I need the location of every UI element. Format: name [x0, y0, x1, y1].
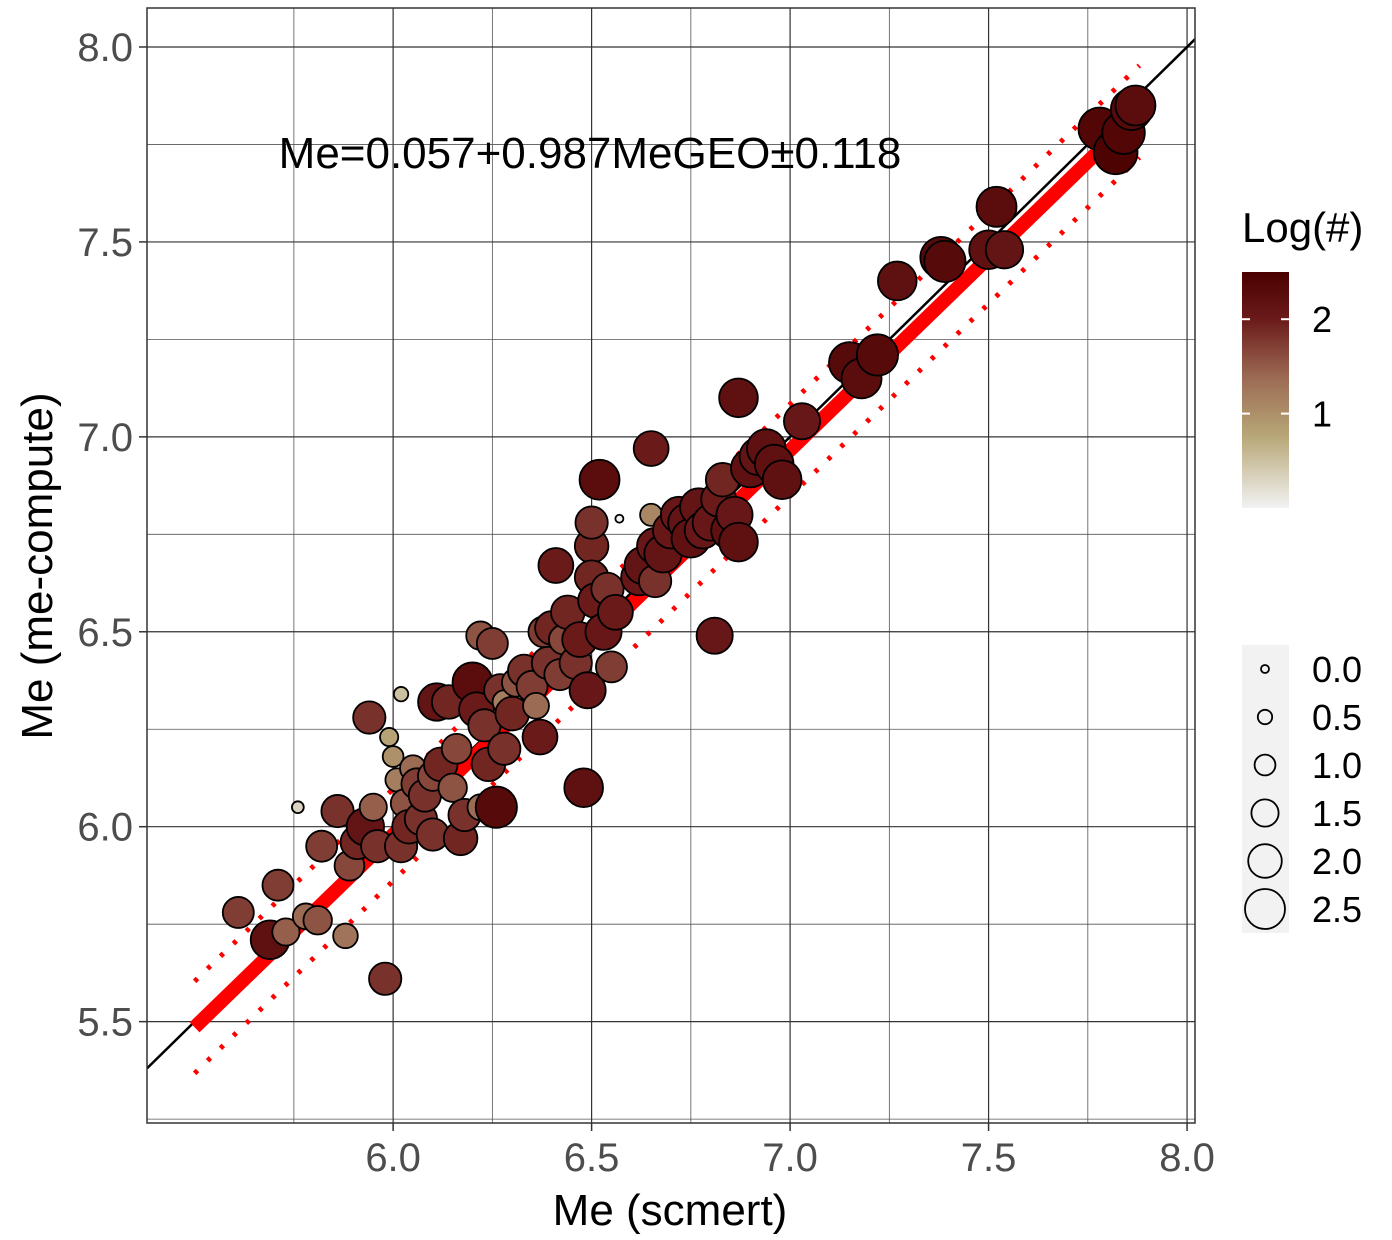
data-point: [984, 230, 1025, 270]
data-point: [358, 792, 388, 822]
data-point: [783, 402, 821, 441]
y-tick-label: 8.0: [77, 26, 133, 70]
size-legend-keys: 0.0 0.5 1.0 1.5 2.0 2.5: [1244, 649, 1362, 930]
data-point: [568, 671, 607, 710]
data-point: [379, 727, 400, 748]
data-point: [761, 459, 803, 500]
y-tick-label: 6.0: [77, 806, 133, 850]
y-axis-title: Me (me-compute): [13, 392, 62, 739]
data-point: [521, 718, 559, 756]
data-point: [487, 731, 522, 766]
data-point: [718, 521, 759, 563]
plot-border: [146, 7, 1196, 1124]
y-tick-label: 7.5: [77, 221, 133, 265]
x-tick-label: 7.0: [762, 1136, 818, 1180]
data-point: [440, 732, 473, 765]
data-point: [368, 961, 403, 996]
y-tick-label: 5.5: [77, 1001, 133, 1045]
data-point: [352, 700, 387, 735]
data-point: [695, 616, 734, 655]
data-point: [392, 686, 410, 703]
data-point: [923, 239, 967, 283]
size-legend-key-background: [1242, 645, 1289, 933]
data-point: [975, 185, 1018, 228]
data-point: [718, 377, 759, 419]
regression-annotation: Me=0.057+0.987MeGEO±0.118: [279, 129, 902, 178]
data-point: [302, 905, 333, 936]
y-tick-label: 7.0: [77, 416, 133, 460]
size-legend-key: [1247, 843, 1283, 879]
data-point: [595, 650, 628, 684]
size-legend: 0.0 0.5 1.0 1.5 2.0 2.5: [1242, 645, 1362, 933]
size-legend-label: 2.0: [1312, 841, 1362, 882]
data-point: [332, 922, 359, 950]
data-points: [221, 84, 1157, 996]
data-point: [537, 547, 575, 584]
size-legend-key: [1260, 664, 1270, 674]
data-point: [877, 260, 918, 302]
data-point: [474, 785, 518, 829]
x-tick-label: 7.5: [961, 1136, 1017, 1180]
size-legend-label: 0.5: [1312, 697, 1362, 738]
grid-lines: [147, 8, 1195, 1123]
data-point: [381, 745, 405, 768]
colorbar-label: 2: [1312, 299, 1332, 340]
x-tick-label: 6.0: [365, 1136, 421, 1180]
data-point: [261, 868, 295, 902]
data-point: [271, 917, 301, 947]
x-tick-label: 6.5: [564, 1136, 620, 1180]
data-point: [578, 458, 621, 501]
data-point: [522, 691, 550, 720]
y-tick-label: 6.5: [77, 611, 133, 655]
y-axis-ticks: 5.5 6.0 6.5 7.0 7.5 8.0: [77, 26, 147, 1045]
lower-interval-line: [192, 155, 1142, 1076]
size-legend-label: 0.0: [1312, 649, 1362, 690]
size-legend-key: [1256, 708, 1274, 726]
size-legend-key: [1244, 888, 1286, 930]
data-point: [475, 627, 509, 660]
data-point: [855, 333, 899, 377]
size-legend-label: 2.5: [1312, 889, 1362, 930]
x-axis-ticks: 6.0 6.5 7.0 7.5 8.0: [365, 1123, 1215, 1180]
color-legend: Log(#) 21: [1242, 204, 1363, 508]
x-axis-title: Me (scmert): [553, 1186, 788, 1235]
colorbar-label: 1: [1312, 394, 1332, 435]
size-legend-label: 1.5: [1312, 793, 1362, 834]
data-point: [574, 505, 609, 540]
data-point: [305, 829, 339, 863]
data-point: [291, 800, 305, 815]
size-legend-label: 1.0: [1312, 745, 1362, 786]
colorbar: [1242, 272, 1289, 508]
data-point: [597, 593, 634, 631]
data-point: [614, 513, 625, 524]
color-legend-title: Log(#): [1242, 204, 1363, 251]
data-point: [221, 896, 255, 929]
data-point: [632, 430, 670, 467]
data-point: [437, 772, 468, 803]
data-point: [1114, 84, 1157, 127]
colorbar-ticks: 21: [1242, 299, 1332, 435]
data-point: [563, 767, 604, 808]
size-legend-key: [1250, 798, 1280, 828]
size-legend-key: [1253, 753, 1277, 777]
x-tick-label: 8.0: [1159, 1136, 1215, 1180]
